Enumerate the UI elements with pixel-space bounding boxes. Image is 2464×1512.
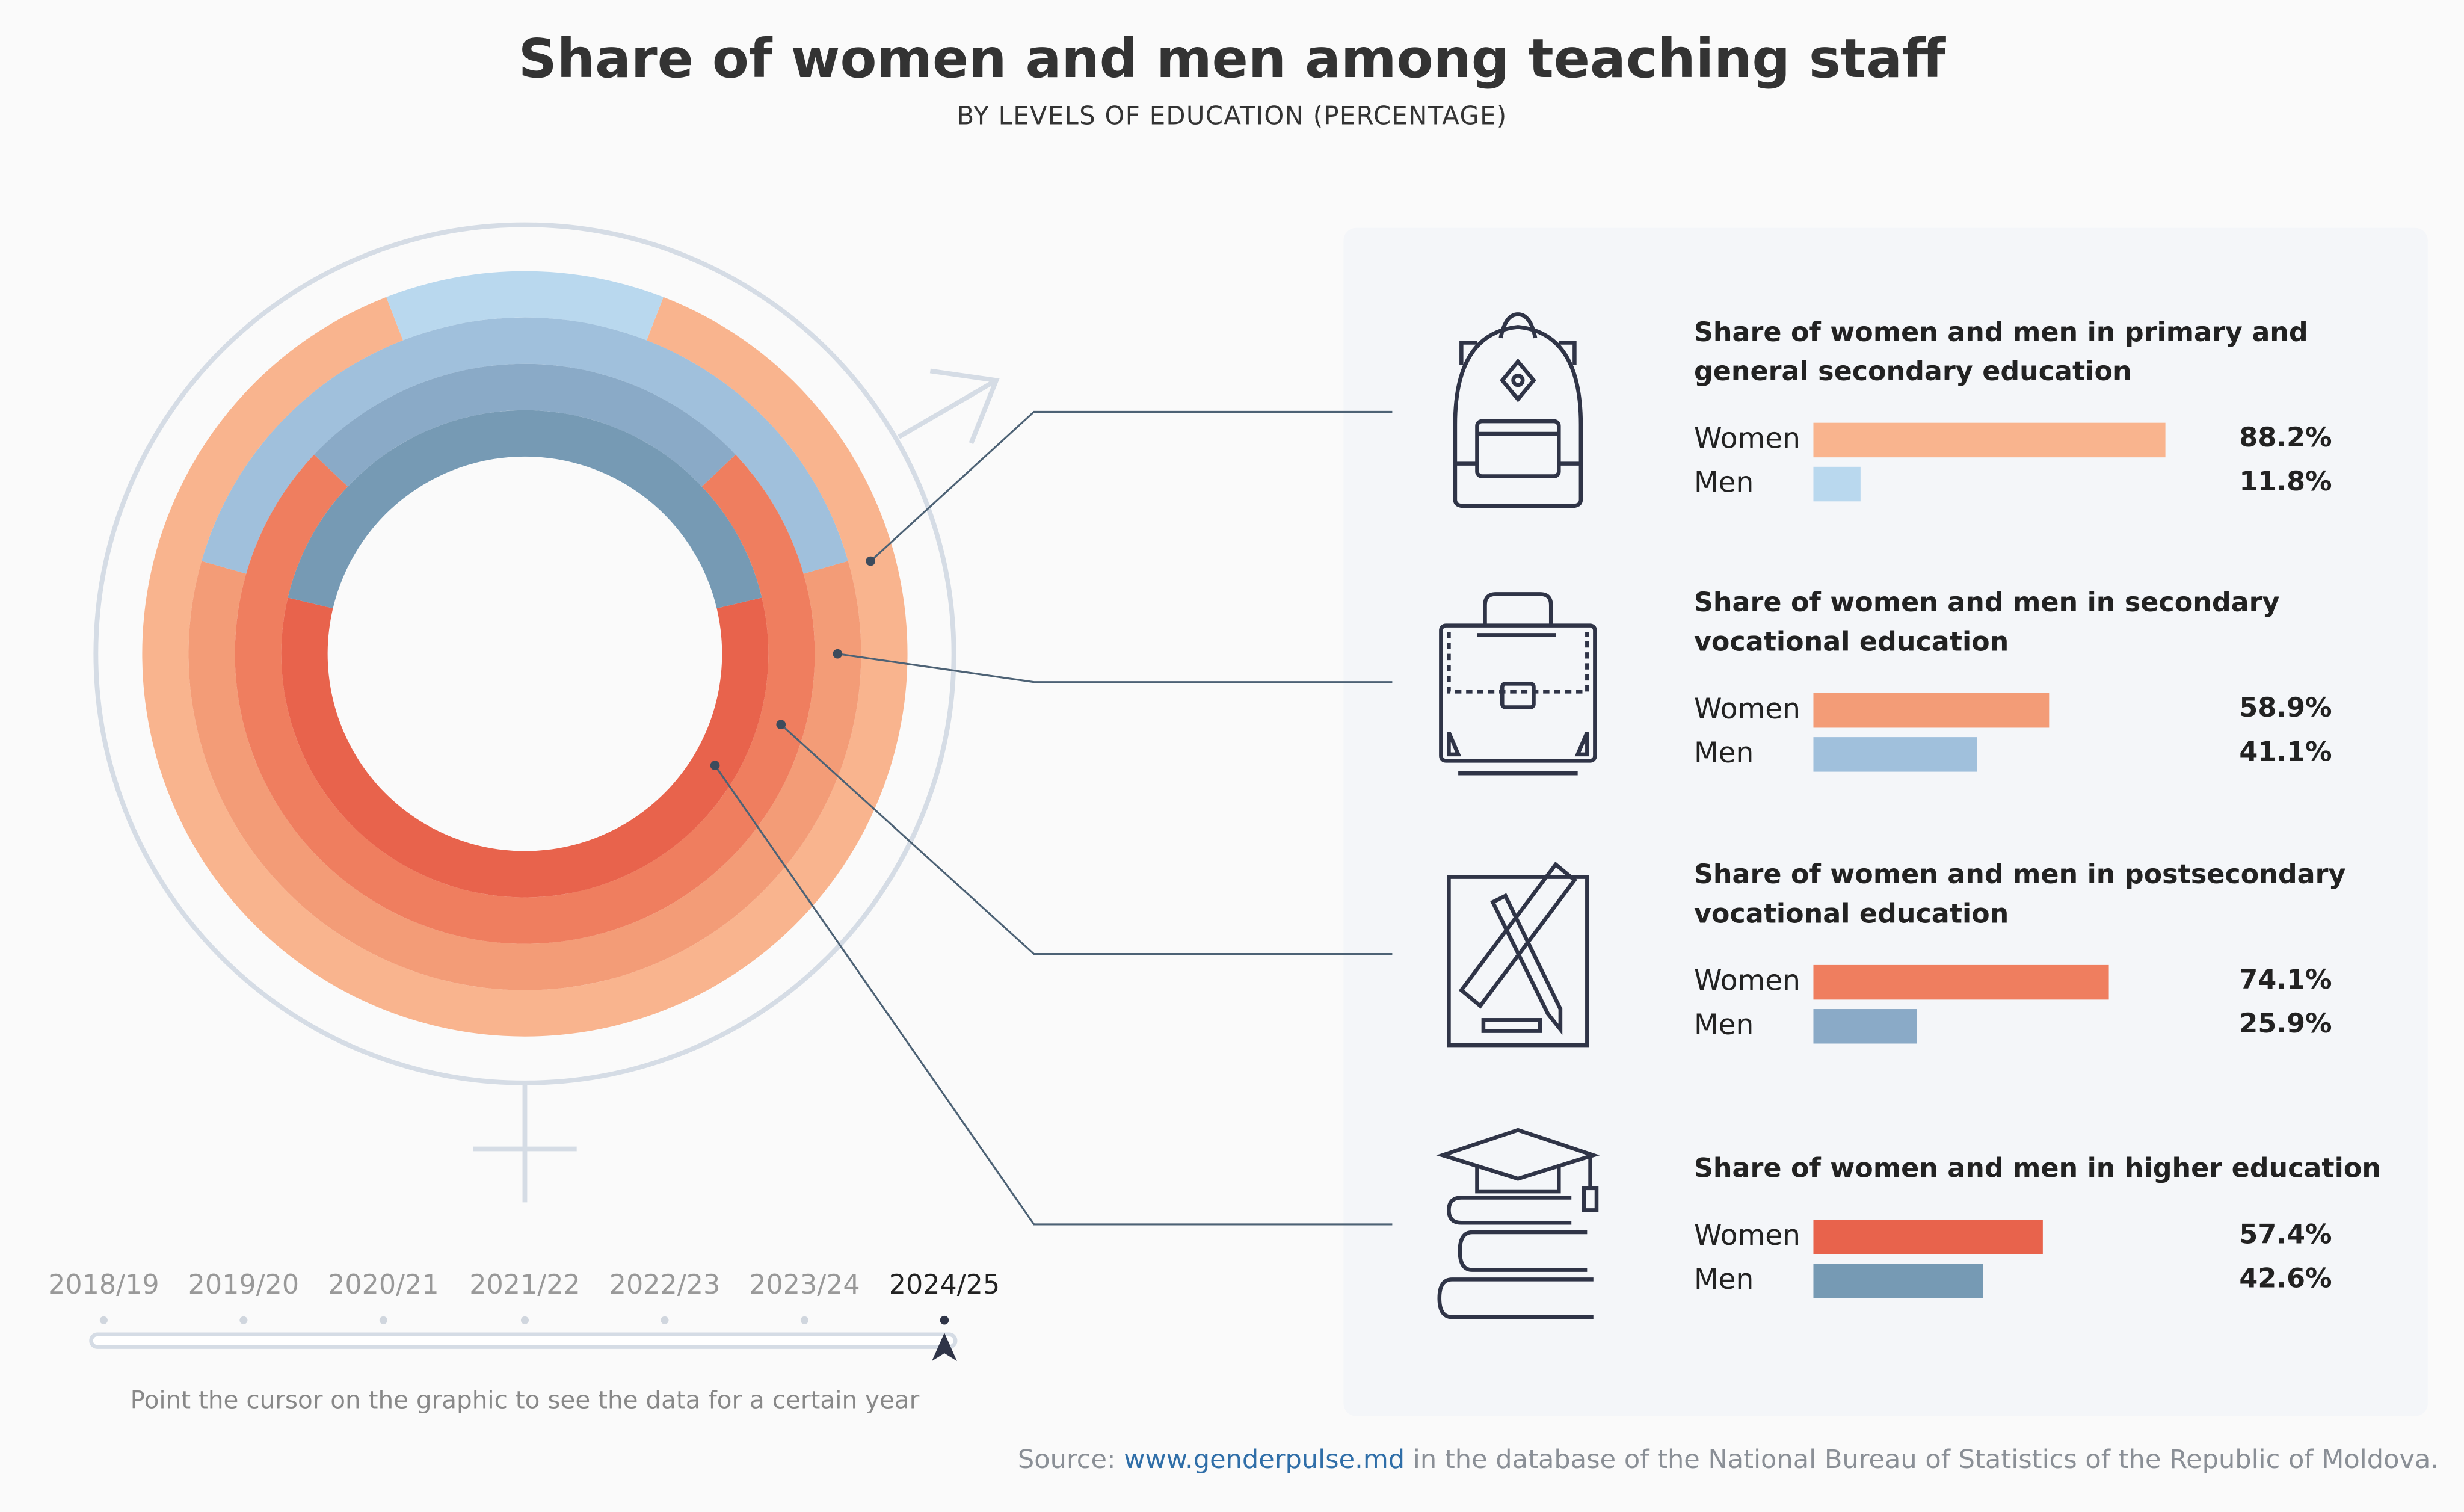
page-subtitle: BY LEVELS OF EDUCATION (PERCENTAGE) xyxy=(956,100,1508,131)
ring-men-segment[interactable] xyxy=(202,317,848,574)
women-bar[interactable] xyxy=(1813,693,2049,728)
men-value: 11.8% xyxy=(2239,466,2332,499)
leader-dot xyxy=(710,761,720,770)
year-option[interactable]: 2024/25 xyxy=(889,1270,1000,1301)
men-bar[interactable] xyxy=(1813,466,1861,502)
leader-line xyxy=(837,653,1393,683)
year-option[interactable]: 2019/20 xyxy=(188,1270,300,1301)
men-value: 25.9% xyxy=(2239,1009,2332,1041)
year-dot[interactable] xyxy=(661,1316,669,1324)
women-bar[interactable] xyxy=(1813,964,2110,1000)
category-title: Share of women and men in secondary voca… xyxy=(1693,587,2280,659)
ring-men-segment[interactable] xyxy=(288,410,762,609)
page-title: Share of women and men among teaching st… xyxy=(518,28,1946,91)
men-value: 41.1% xyxy=(2239,737,2332,769)
year-dot[interactable] xyxy=(800,1316,808,1324)
year-option[interactable]: 2018/19 xyxy=(48,1270,159,1301)
men-label: Men xyxy=(1693,737,1754,770)
year-dot[interactable] xyxy=(239,1316,248,1324)
male-arrow-icon xyxy=(898,368,1000,445)
women-value: 57.4% xyxy=(2239,1220,2332,1251)
source-suffix: in the database of the National Bureau o… xyxy=(1405,1444,2439,1475)
leader-dot xyxy=(866,556,875,566)
ring-women-segment[interactable] xyxy=(281,597,769,898)
female-cross-icon xyxy=(473,1084,577,1203)
category-title: Share of women and men in higher educati… xyxy=(1693,1153,2381,1185)
category-title: Share of women and men in primary and ge… xyxy=(1693,317,2308,389)
year-dot[interactable] xyxy=(99,1316,108,1324)
men-label: Men xyxy=(1693,466,1754,500)
year-option[interactable]: 2023/24 xyxy=(749,1270,860,1301)
ring-men-segment[interactable] xyxy=(314,363,736,487)
women-bar[interactable] xyxy=(1813,1220,2043,1254)
men-bar[interactable] xyxy=(1813,737,1978,772)
women-label: Women xyxy=(1693,964,1801,998)
men-bar[interactable] xyxy=(1813,1009,1917,1044)
gender-symbols xyxy=(93,222,1000,1203)
year-dot[interactable] xyxy=(520,1316,529,1324)
ring-men-segment[interactable] xyxy=(386,271,664,341)
year-dot[interactable] xyxy=(940,1315,949,1325)
source-prefix: Source: xyxy=(1017,1444,1124,1475)
source-link[interactable]: www.genderpulse.md xyxy=(1124,1444,1405,1475)
year-dot[interactable] xyxy=(379,1316,387,1324)
timeline-pointer-icon[interactable] xyxy=(932,1333,957,1362)
women-bar[interactable] xyxy=(1813,422,2166,458)
source-note: Source: www.genderpulse.md in the databa… xyxy=(1018,1445,2439,1475)
women-value: 58.9% xyxy=(2239,693,2332,725)
women-value: 88.2% xyxy=(2239,422,2332,454)
year-option[interactable]: 2021/22 xyxy=(469,1270,581,1301)
women-label: Women xyxy=(1693,1220,1801,1253)
hint-text: Point the cursor on the graphic to see t… xyxy=(130,1386,920,1415)
women-label: Women xyxy=(1693,693,1801,726)
leader-line xyxy=(870,410,1393,562)
leader-dot xyxy=(776,720,786,730)
timeline-track[interactable] xyxy=(89,1332,958,1349)
category-title: Share of women and men in postsecondary … xyxy=(1693,859,2346,931)
leader-line xyxy=(714,765,1393,1226)
men-value: 42.6% xyxy=(2239,1264,2332,1295)
ring-women-segment[interactable] xyxy=(235,454,815,944)
year-option[interactable]: 2022/23 xyxy=(609,1270,721,1301)
outer-circle xyxy=(93,222,956,1085)
men-bar[interactable] xyxy=(1813,1264,1984,1298)
women-value: 74.1% xyxy=(2239,964,2332,997)
men-label: Men xyxy=(1693,1009,1754,1042)
men-label: Men xyxy=(1693,1264,1754,1297)
leader-dot xyxy=(833,649,843,659)
women-label: Women xyxy=(1693,422,1801,456)
year-option[interactable]: 2020/21 xyxy=(328,1270,439,1301)
leader-line xyxy=(780,724,1393,955)
